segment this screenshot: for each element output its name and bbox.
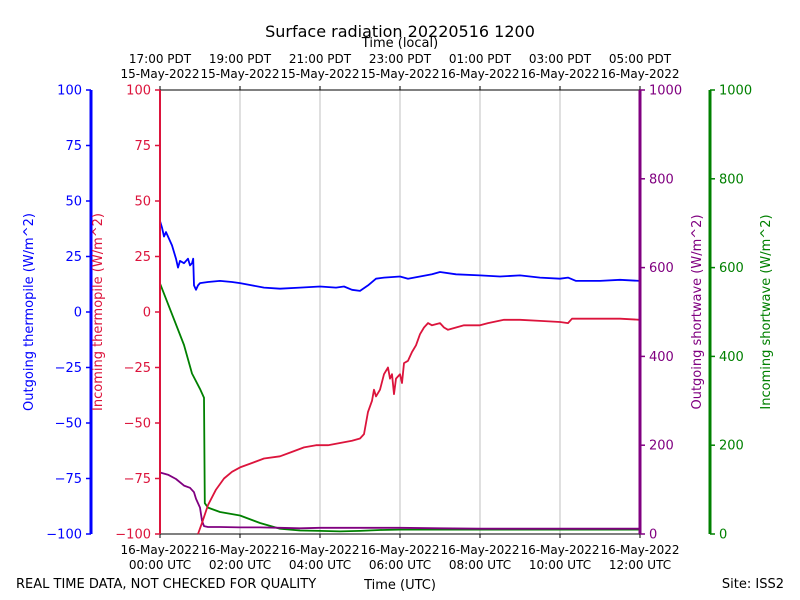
outgoing-thermopile-tick-label: 0 xyxy=(74,306,82,321)
top-tick-label-date: 15-May-2022 xyxy=(200,67,279,81)
outgoing-shortwave-tick-label: 0 xyxy=(649,528,657,543)
top-tick-label-time: 17:00 PDT xyxy=(129,52,192,66)
x-tick-label-time: 06:00 UTC xyxy=(369,558,431,572)
incoming-thermopile-axis-label: Incoming thermopile (W/m^2) xyxy=(91,213,106,411)
top-tick-label-time: 01:00 PDT xyxy=(449,52,512,66)
outgoing-shortwave-tick-label: 600 xyxy=(649,261,674,276)
outgoing-shortwave-tick-label: 400 xyxy=(649,350,674,365)
incoming-shortwave-tick-label: 1000 xyxy=(719,84,752,99)
incoming-shortwave-tick-label: 0 xyxy=(719,528,727,543)
top-tick-label-time: 05:00 PDT xyxy=(609,52,672,66)
chart-title: Surface radiation 20220516 1200 xyxy=(265,22,535,41)
incoming-thermopile-tick-label: 0 xyxy=(143,306,151,321)
outgoing-thermopile-tick-label: 75 xyxy=(65,139,82,154)
x-tick-label-date: 16-May-2022 xyxy=(200,543,279,557)
outgoing-shortwave-axis-label: Outgoing shortwave (W/m^2) xyxy=(690,214,705,409)
outgoing-thermopile-tick-label: −50 xyxy=(55,417,82,432)
outgoing-thermopile-tick-label: −100 xyxy=(46,528,82,543)
site-label: Site: ISS2 xyxy=(722,577,784,592)
outgoing-thermopile-tick-label: 25 xyxy=(65,250,82,265)
x-tick-label-time: 08:00 UTC xyxy=(449,558,511,572)
top-tick-label-date: 15-May-2022 xyxy=(280,67,359,81)
x-tick-label-date: 16-May-2022 xyxy=(520,543,599,557)
outgoing-shortwave-tick-label: 1000 xyxy=(649,84,682,99)
incoming-thermopile-tick-label: −50 xyxy=(124,417,151,432)
vertical-gridlines xyxy=(239,90,561,534)
x-tick-label-date: 16-May-2022 xyxy=(440,543,519,557)
outgoing-thermopile-tick-label: −25 xyxy=(55,361,82,376)
quality-disclaimer: REAL TIME DATA, NOT CHECKED FOR QUALITY xyxy=(16,577,316,592)
incoming-thermopile-tick-label: −25 xyxy=(124,361,151,376)
incoming-thermopile-tick-label: 75 xyxy=(134,139,151,154)
x-tick-label-time: 02:00 UTC xyxy=(209,558,271,572)
incoming-shortwave-tick-label: 400 xyxy=(719,350,744,365)
x-tick-label-time: 00:00 UTC xyxy=(129,558,191,572)
outgoing-thermopile-tick-label: 100 xyxy=(57,84,82,99)
x-tick-label-time: 12:00 UTC xyxy=(609,558,671,572)
series-layer xyxy=(159,220,641,535)
top-tick-label-date: 16-May-2022 xyxy=(440,67,519,81)
outgoing-shortwave-tick-label: 800 xyxy=(649,172,674,187)
x-tick-label-time: 10:00 UTC xyxy=(529,558,591,572)
series-line-incoming-thermopile xyxy=(197,317,641,535)
x-tick-label-date: 16-May-2022 xyxy=(280,543,359,557)
top-tick-label-time: 23:00 PDT xyxy=(369,52,432,66)
series-line-outgoing-thermopile xyxy=(159,220,641,292)
top-tick-label-time: 21:00 PDT xyxy=(289,52,352,66)
incoming-thermopile-tick-label: 100 xyxy=(126,84,151,99)
incoming-thermopile-tick-label: 25 xyxy=(134,250,151,265)
x-tick-label-time: 04:00 UTC xyxy=(289,558,351,572)
top-tick-label-date: 15-May-2022 xyxy=(120,67,199,81)
incoming-shortwave-tick-label: 600 xyxy=(719,261,744,276)
outgoing-thermopile-tick-label: −75 xyxy=(55,472,82,487)
top-tick-label-time: 03:00 PDT xyxy=(529,52,592,66)
x-tick-label-date: 16-May-2022 xyxy=(120,543,199,557)
top-tick-label-time: 19:00 PDT xyxy=(209,52,272,66)
outgoing-thermopile-axis-label: Outgoing thermopile (W/m^2) xyxy=(22,213,37,411)
incoming-thermopile-tick-label: −75 xyxy=(124,472,151,487)
x-tick-label-date: 16-May-2022 xyxy=(360,543,439,557)
incoming-thermopile-tick-label: 50 xyxy=(134,195,151,210)
incoming-shortwave-axis-label: Incoming shortwave (W/m^2) xyxy=(759,214,774,409)
x-axis-label: Time (UTC) xyxy=(363,578,436,593)
series-line-outgoing-shortwave xyxy=(159,471,640,530)
series-line-incoming-shortwave xyxy=(159,283,640,533)
top-tick-label-date: 16-May-2022 xyxy=(520,67,599,81)
top-tick-label-date: 15-May-2022 xyxy=(360,67,439,81)
outgoing-shortwave-tick-label: 200 xyxy=(649,439,674,454)
incoming-shortwave-tick-label: 200 xyxy=(719,439,744,454)
incoming-shortwave-tick-label: 800 xyxy=(719,172,744,187)
top-axis-label: Time (local) xyxy=(361,36,438,51)
outgoing-thermopile-tick-label: 50 xyxy=(65,195,82,210)
x-tick-label-date: 16-May-2022 xyxy=(600,543,679,557)
incoming-thermopile-tick-label: −100 xyxy=(115,528,151,543)
top-tick-label-date: 16-May-2022 xyxy=(600,67,679,81)
